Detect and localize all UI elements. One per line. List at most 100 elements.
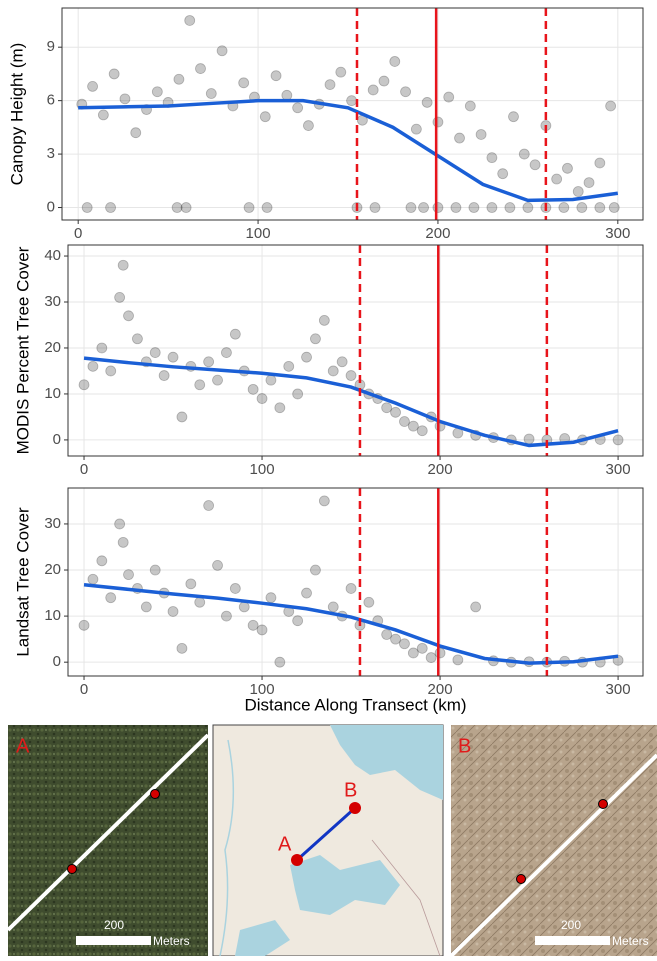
point: [405, 202, 417, 213]
point: [247, 383, 259, 395]
point: [443, 91, 455, 103]
x-tick-label: 200: [425, 225, 450, 242]
point: [327, 365, 339, 377]
point: [399, 638, 410, 650]
x-axis-label: Distance Along Transect (km): [244, 695, 466, 714]
point: [529, 159, 541, 171]
lake: [330, 725, 443, 800]
smooth-line: [83, 356, 619, 448]
y-tick-label: 10: [44, 607, 61, 624]
point: [605, 100, 617, 112]
point: [256, 624, 268, 636]
point: [381, 402, 393, 414]
point: [229, 328, 241, 340]
point: [173, 73, 185, 85]
point: [176, 642, 188, 654]
point: [416, 642, 428, 654]
point: [425, 652, 437, 663]
point: [518, 148, 530, 160]
map-panel-a: A 200 Meters: [6, 725, 210, 956]
point: [367, 84, 379, 96]
point: [123, 310, 134, 322]
point: [410, 123, 422, 135]
smooth-line: [83, 583, 619, 665]
point: [180, 202, 192, 213]
point: [203, 500, 215, 511]
point: [497, 168, 509, 180]
point: [310, 564, 321, 576]
point: [594, 202, 606, 213]
point: [281, 89, 293, 101]
point: [400, 86, 411, 98]
point: [117, 536, 129, 548]
point: [301, 587, 312, 599]
point: [195, 63, 206, 74]
point: [381, 629, 393, 640]
point: [130, 127, 142, 139]
point: [270, 70, 282, 82]
map-label: B: [344, 779, 357, 801]
point: [87, 573, 99, 585]
point: [247, 619, 259, 631]
point: [450, 202, 462, 213]
point: [205, 88, 217, 99]
point: [171, 202, 183, 213]
point: [216, 45, 228, 57]
point: [265, 374, 277, 386]
point: [96, 555, 108, 567]
point: [221, 610, 232, 622]
point: [167, 606, 179, 617]
point: [432, 202, 444, 213]
point: [486, 202, 498, 213]
point: [418, 202, 429, 213]
y-tick-label: 9: [47, 38, 55, 55]
point: [97, 109, 109, 121]
point: [345, 370, 357, 381]
y-tick-label: 40: [44, 247, 61, 264]
y-tick-label: 20: [44, 561, 61, 578]
point: [185, 578, 197, 590]
point: [212, 560, 223, 571]
x-tick-label: 200: [428, 681, 453, 698]
point: [464, 100, 476, 112]
satellite-image: [8, 725, 208, 956]
point: [158, 370, 170, 381]
point: [583, 177, 595, 188]
x-tick-label: 300: [605, 225, 630, 242]
river: [219, 739, 235, 957]
point: [238, 77, 250, 89]
point: [274, 656, 286, 668]
point: [522, 202, 534, 213]
point: [378, 75, 390, 87]
plot-border: [61, 7, 644, 221]
point: [292, 102, 304, 114]
x-tick-label: 100: [250, 461, 275, 478]
point: [119, 93, 131, 105]
lake: [290, 855, 400, 915]
point: [243, 202, 255, 213]
point: [310, 333, 321, 345]
sample-point: [67, 864, 77, 874]
point: [454, 132, 465, 144]
point: [475, 129, 487, 140]
point: [390, 406, 401, 418]
point: [327, 601, 339, 613]
point: [259, 111, 271, 123]
transect-line: [295, 806, 357, 862]
y-axis-label: Canopy Height (m): [7, 43, 26, 186]
point: [261, 202, 273, 213]
y-tick-label: 30: [44, 293, 61, 310]
plot-background: [68, 488, 643, 676]
scale-bar: [76, 936, 151, 945]
map-label: B: [458, 735, 471, 757]
point: [78, 619, 90, 631]
point: [194, 379, 206, 391]
point: [421, 97, 433, 108]
point: [265, 592, 277, 604]
point: [452, 654, 464, 666]
y-axis-label: Landsat Tree Cover: [13, 507, 32, 657]
chart-panel: 0 3 6 9 0 100 200 300 Canopy Height (m): [7, 7, 644, 242]
transect-line: [449, 753, 657, 958]
point: [318, 314, 330, 326]
y-tick-label: 0: [47, 198, 55, 215]
